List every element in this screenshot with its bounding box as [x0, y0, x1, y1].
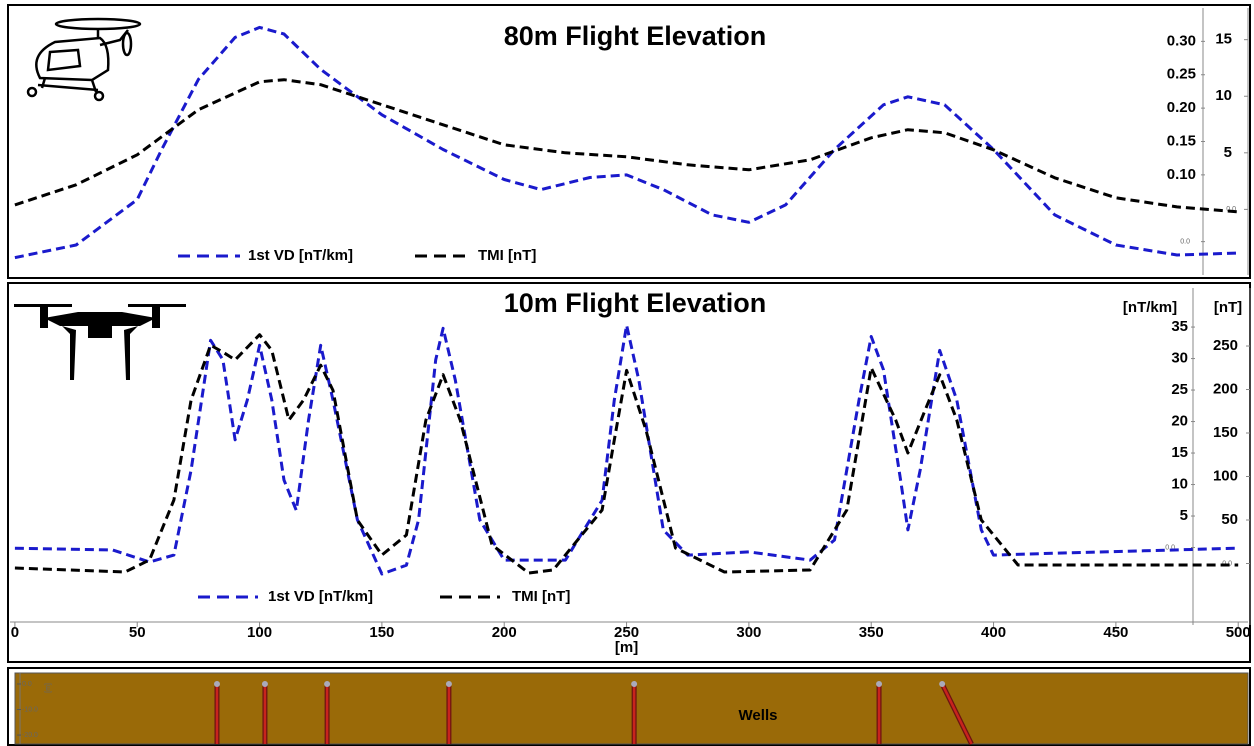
- plot-area: [15, 27, 1238, 257]
- y-tick-label: 150: [1213, 424, 1238, 441]
- y-tick-label: 10: [1171, 475, 1188, 492]
- data-line: [15, 80, 1238, 212]
- x-tick-label: 500: [1226, 624, 1251, 641]
- y-tick-label: 0.10: [1167, 166, 1196, 183]
- y-tick-label: 50: [1221, 511, 1238, 528]
- y-axis-title: [m]: [45, 683, 52, 693]
- y2-axis-title: [nT]: [1214, 299, 1242, 316]
- y-tick-label: 5: [1224, 144, 1232, 161]
- x-tick-label: 350: [859, 624, 884, 641]
- y-tick-label: 30: [1171, 350, 1188, 367]
- y-tick-label: 25: [1171, 381, 1188, 398]
- legend-label: TMI [nT]: [512, 588, 570, 605]
- y-tick-label: 35: [1171, 318, 1188, 335]
- y-tick-label: 0.20: [1167, 99, 1196, 116]
- x-tick-label: 400: [981, 624, 1006, 641]
- x-tick-label: 450: [1103, 624, 1128, 641]
- figure: 80m Flight Elevation 0.0 0.10 0.15 0.20 0.25 0…: [0, 0, 1254, 746]
- plot-area: [15, 325, 1238, 574]
- y-axis-title: [nT/km]: [1123, 299, 1177, 316]
- helicopter-icon: [28, 19, 140, 100]
- chart-title: 10m Flight Elevation: [504, 288, 767, 318]
- y-tick-label: 0.0: [1180, 238, 1190, 245]
- y-tick-label: 0.0: [22, 681, 32, 688]
- x-tick-label: 50: [129, 624, 146, 641]
- x-tick-label: 200: [492, 624, 517, 641]
- page: {"chart_data": [ {"type": "line", "title…: [0, 0, 1254, 746]
- y-tick-label: 15: [1215, 31, 1232, 48]
- well-head: [876, 681, 882, 687]
- x-tick-label: 150: [369, 624, 394, 641]
- chart-title: 80m Flight Elevation: [504, 21, 767, 51]
- well-head: [214, 681, 220, 687]
- data-line: [15, 27, 1238, 257]
- x-tick-label: 300: [736, 624, 761, 641]
- y-tick-label: 15: [1171, 444, 1188, 461]
- y-tick-label: -10.0: [22, 706, 38, 713]
- x-axis-title: [m]: [615, 639, 638, 656]
- x-tick-label: 100: [247, 624, 272, 641]
- y-tick-label: 10: [1215, 87, 1232, 104]
- well-head: [631, 681, 637, 687]
- x-tick-label: 0: [11, 624, 19, 641]
- y-tick-label: 20: [1171, 413, 1188, 430]
- y-tick-label: 0.25: [1167, 66, 1196, 83]
- y-tick-label: 5: [1180, 507, 1188, 524]
- y-tick-label: 250: [1213, 337, 1238, 354]
- legend-label: 1st VD [nT/km]: [268, 588, 373, 605]
- y-tick-label: -20.0: [22, 732, 38, 739]
- y-tick-label: 0.30: [1167, 32, 1196, 49]
- y-tick-label: 200: [1213, 380, 1238, 397]
- data-line: [15, 335, 1238, 573]
- well-head: [324, 681, 330, 687]
- y-tick-label: 100: [1213, 467, 1238, 484]
- legend-label: TMI [nT]: [478, 247, 536, 264]
- legend-label: 1st VD [nT/km]: [248, 247, 353, 264]
- well-head: [939, 681, 945, 687]
- y-tick-label: 0.15: [1167, 132, 1196, 149]
- annotation: Wells: [739, 707, 778, 724]
- data-line: [15, 325, 1238, 574]
- well-head: [262, 681, 268, 687]
- panel-frame: [8, 283, 1250, 662]
- well-head: [446, 681, 452, 687]
- drone-icon: [14, 304, 186, 380]
